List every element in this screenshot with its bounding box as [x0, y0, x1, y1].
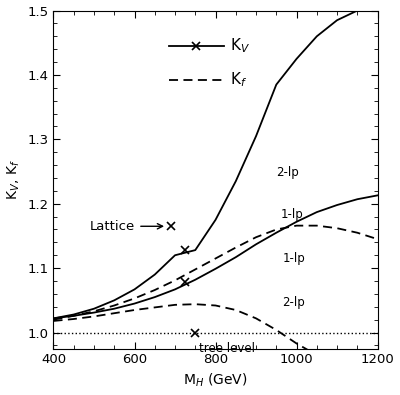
Text: 2-lp: 2-lp [282, 296, 305, 309]
Text: Lattice: Lattice [90, 220, 162, 233]
Text: 1-lp: 1-lp [280, 208, 303, 221]
Text: tree level: tree level [199, 342, 255, 355]
Text: 1-lp: 1-lp [282, 252, 305, 265]
Y-axis label: K$_V$, K$_f$: K$_V$, K$_f$ [6, 159, 22, 200]
Text: 2-lp: 2-lp [276, 166, 299, 179]
X-axis label: M$_H$ (GeV): M$_H$ (GeV) [183, 372, 248, 389]
Text: K$_V$: K$_V$ [230, 37, 250, 55]
Text: K$_f$: K$_f$ [230, 71, 247, 89]
